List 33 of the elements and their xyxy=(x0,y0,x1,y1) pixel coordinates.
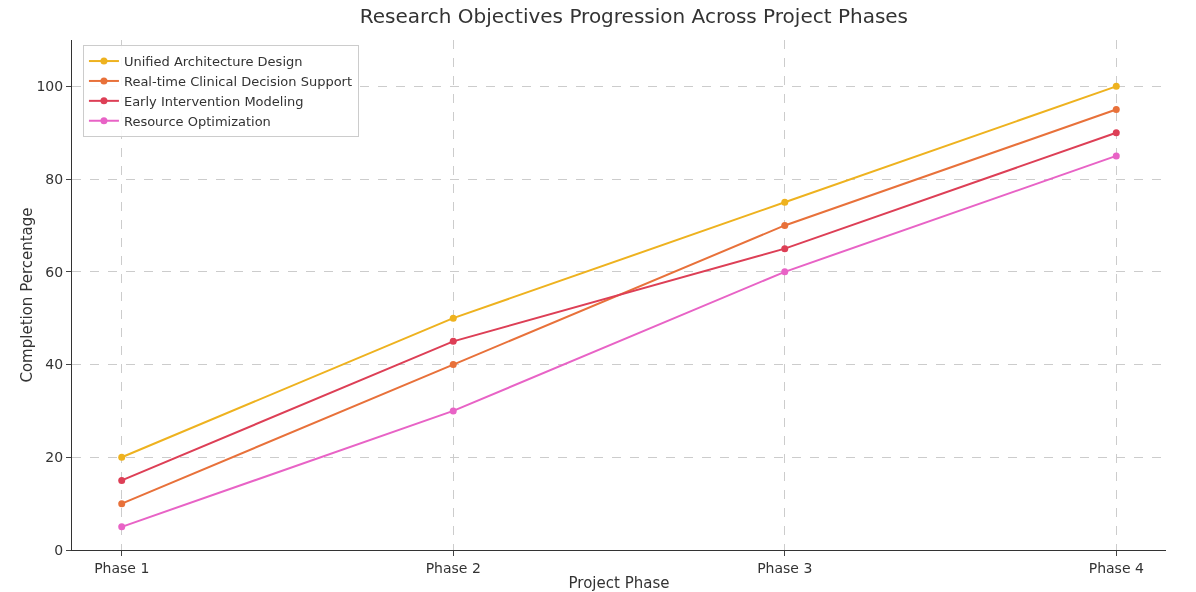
point xyxy=(118,523,126,531)
legend-label: Early Intervention Modeling xyxy=(123,93,304,109)
y-tick-label: 100 xyxy=(36,78,64,95)
point xyxy=(781,268,789,276)
y-tick-label: 0 xyxy=(54,541,64,558)
point xyxy=(1112,152,1120,160)
point xyxy=(449,314,457,322)
point xyxy=(118,453,126,461)
point xyxy=(118,500,126,508)
y-tick-label: 80 xyxy=(45,170,64,187)
y-tick-label: 40 xyxy=(45,356,64,373)
chart-title: Research Objectives Progression Across Project Phases xyxy=(359,3,909,28)
y-tick-label: 60 xyxy=(45,263,64,280)
point xyxy=(781,245,789,253)
x-tick-label: Phase 3 xyxy=(757,559,813,576)
legend-label: Resource Optimization xyxy=(123,113,271,129)
point xyxy=(1112,106,1120,114)
point xyxy=(1112,82,1120,90)
x-tick-label: Phase 4 xyxy=(1088,559,1144,576)
point xyxy=(449,407,457,415)
point xyxy=(118,476,126,484)
x-axis-title: Project Phase xyxy=(568,574,670,592)
y-tick-label: 20 xyxy=(45,449,64,466)
legend-label: Unified Architecture Design xyxy=(123,54,303,70)
point xyxy=(781,198,789,206)
legend-label: Real-time Clinical Decision Support xyxy=(123,74,353,90)
point xyxy=(781,221,789,229)
point xyxy=(1112,129,1120,137)
x-tick-label: Phase 2 xyxy=(425,559,481,576)
y-axis-title: Completion Percentage xyxy=(18,207,36,383)
x-tick-label: Phase 1 xyxy=(94,559,150,576)
point xyxy=(449,337,457,345)
point xyxy=(449,361,457,369)
